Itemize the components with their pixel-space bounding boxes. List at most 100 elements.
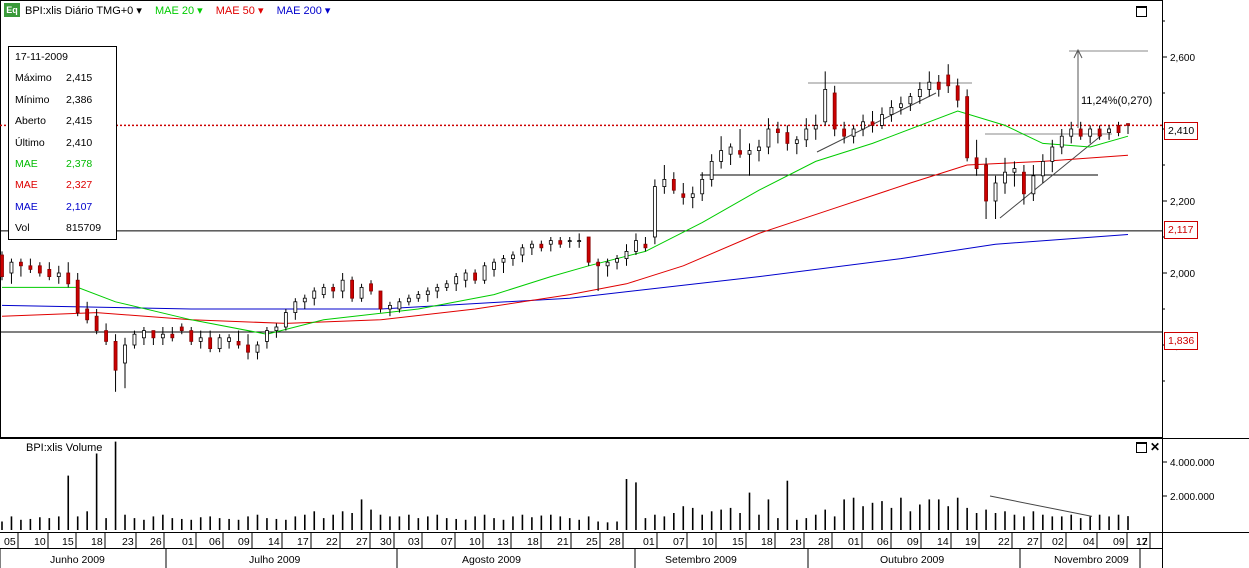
- candle-down: [671, 178, 676, 191]
- date-axis-day-label: 12: [1136, 536, 1148, 548]
- candle-down: [104, 330, 108, 342]
- indicator-label: MAE 20: [154, 5, 195, 17]
- candle-down: [681, 193, 686, 198]
- candle-down: [85, 308, 90, 321]
- candle-up: [1107, 128, 1111, 133]
- price-axis-label: 2,000: [1170, 269, 1195, 280]
- volume-axis-label: 2.000.000: [1170, 492, 1215, 503]
- candle-down: [785, 132, 790, 144]
- candle-up: [293, 301, 298, 313]
- date-axis-day-label: 26: [150, 536, 162, 548]
- candle-up: [416, 294, 421, 299]
- data-window-row: MAE 2,327: [9, 175, 116, 196]
- close-volume-panel-icon[interactable]: ✕: [1150, 440, 1161, 454]
- candle-up: [728, 146, 733, 155]
- indicator-mae50[interactable]: MAE 50 ▾: [216, 3, 264, 19]
- price-axis-label: 2,200: [1170, 197, 1195, 208]
- candle-up: [406, 297, 411, 303]
- volume-panel-title: BPI:xlis Volume: [26, 442, 103, 454]
- candle-up: [993, 182, 998, 202]
- date-axis-day-label: 10: [469, 536, 481, 548]
- symbol-selector[interactable]: BPI:xlis Diário TMG+0 ▾: [25, 3, 142, 19]
- candle-down: [842, 128, 847, 137]
- row-value: 2,415: [66, 115, 93, 128]
- candle-down: [832, 92, 837, 130]
- candle-up: [757, 146, 761, 151]
- equity-icon[interactable]: Eq: [4, 3, 20, 17]
- date-axis-day-label: 09: [238, 536, 250, 548]
- candle-down: [775, 128, 780, 133]
- candle-down: [738, 150, 742, 155]
- candle-up: [548, 240, 553, 245]
- candle-up: [132, 333, 137, 346]
- date-axis-month-label: Outubro 2009: [880, 554, 944, 566]
- data-window-row: Vol 815709: [9, 218, 116, 239]
- row-value: 2,386: [66, 93, 93, 106]
- dropdown-arrow-icon[interactable]: ▾: [197, 5, 203, 17]
- date-axis-day-label: 30: [380, 536, 392, 548]
- candle-up: [624, 250, 629, 259]
- date-axis-day-label: 25: [586, 536, 598, 548]
- candle-down: [0, 254, 4, 278]
- candle-down: [94, 315, 99, 332]
- date-axis-day-label: 22: [326, 536, 338, 548]
- date-axis-day-label: 23: [790, 536, 802, 548]
- last-price-tag: 2,410: [1164, 122, 1199, 140]
- date-axis-day-label: 09: [1113, 536, 1125, 548]
- candle-up: [861, 121, 865, 130]
- row-key: MAE: [15, 179, 38, 192]
- dropdown-arrow-icon[interactable]: ▾: [136, 5, 142, 17]
- symbol-label: BPI:xlis Diário TMG+0: [25, 5, 134, 17]
- indicator-mae200[interactable]: MAE 200 ▾: [277, 3, 331, 19]
- candle-up: [198, 337, 203, 342]
- candle-up: [577, 240, 582, 243]
- candle-down: [37, 265, 42, 274]
- candle-up: [700, 178, 705, 195]
- candle-down: [1022, 171, 1026, 195]
- volume-axis-label: 4.000.000: [1170, 458, 1215, 469]
- date-axis-day-label: 28: [818, 536, 830, 548]
- candle-up: [567, 240, 572, 243]
- candle-up: [56, 272, 61, 277]
- date-axis-day-label: 01: [182, 536, 194, 548]
- row-value: 2,378: [66, 157, 93, 170]
- candle-up: [1012, 168, 1017, 173]
- date-axis-day-label: 09: [907, 536, 919, 548]
- dropdown-arrow-icon[interactable]: ▾: [257, 5, 264, 17]
- candle-down: [19, 261, 23, 267]
- candle-up: [283, 312, 288, 328]
- candle-down: [246, 344, 250, 353]
- dropdown-arrow-icon[interactable]: ▾: [324, 5, 331, 17]
- candle-down: [189, 330, 194, 342]
- candle-down: [113, 340, 118, 371]
- candle-up: [908, 96, 913, 105]
- candle-up: [662, 178, 667, 187]
- date-axis-day-label: 27: [1027, 536, 1039, 548]
- candle-up: [454, 276, 459, 285]
- row-value: 2,107: [66, 200, 93, 213]
- row-key: Máximo: [15, 72, 52, 85]
- row-key: MAE: [15, 157, 38, 170]
- date-axis-day-label: 06: [209, 536, 221, 548]
- candle-down: [47, 268, 52, 277]
- maximize-volume-panel-button[interactable]: [1136, 442, 1147, 453]
- candle-down: [946, 74, 951, 87]
- date-axis-day-label: 15: [62, 536, 74, 548]
- maximize-price-panel-button[interactable]: [1136, 6, 1147, 17]
- candle-down: [66, 272, 71, 285]
- candle-down: [974, 157, 979, 170]
- candle-down: [75, 279, 80, 314]
- indicator-mae20[interactable]: MAE 20 ▾: [155, 3, 203, 19]
- candle-up: [1088, 128, 1093, 137]
- date-axis-day-label: 06: [877, 536, 889, 548]
- candle-up: [719, 150, 724, 162]
- candle-up: [444, 283, 449, 288]
- candle-up: [917, 89, 922, 98]
- candle-down: [378, 290, 383, 310]
- candle-down: [170, 333, 175, 339]
- candle-down: [236, 340, 241, 346]
- trendline: [999, 134, 1103, 219]
- indicator-label: MAE 200: [276, 5, 322, 17]
- candle-up: [1040, 160, 1045, 177]
